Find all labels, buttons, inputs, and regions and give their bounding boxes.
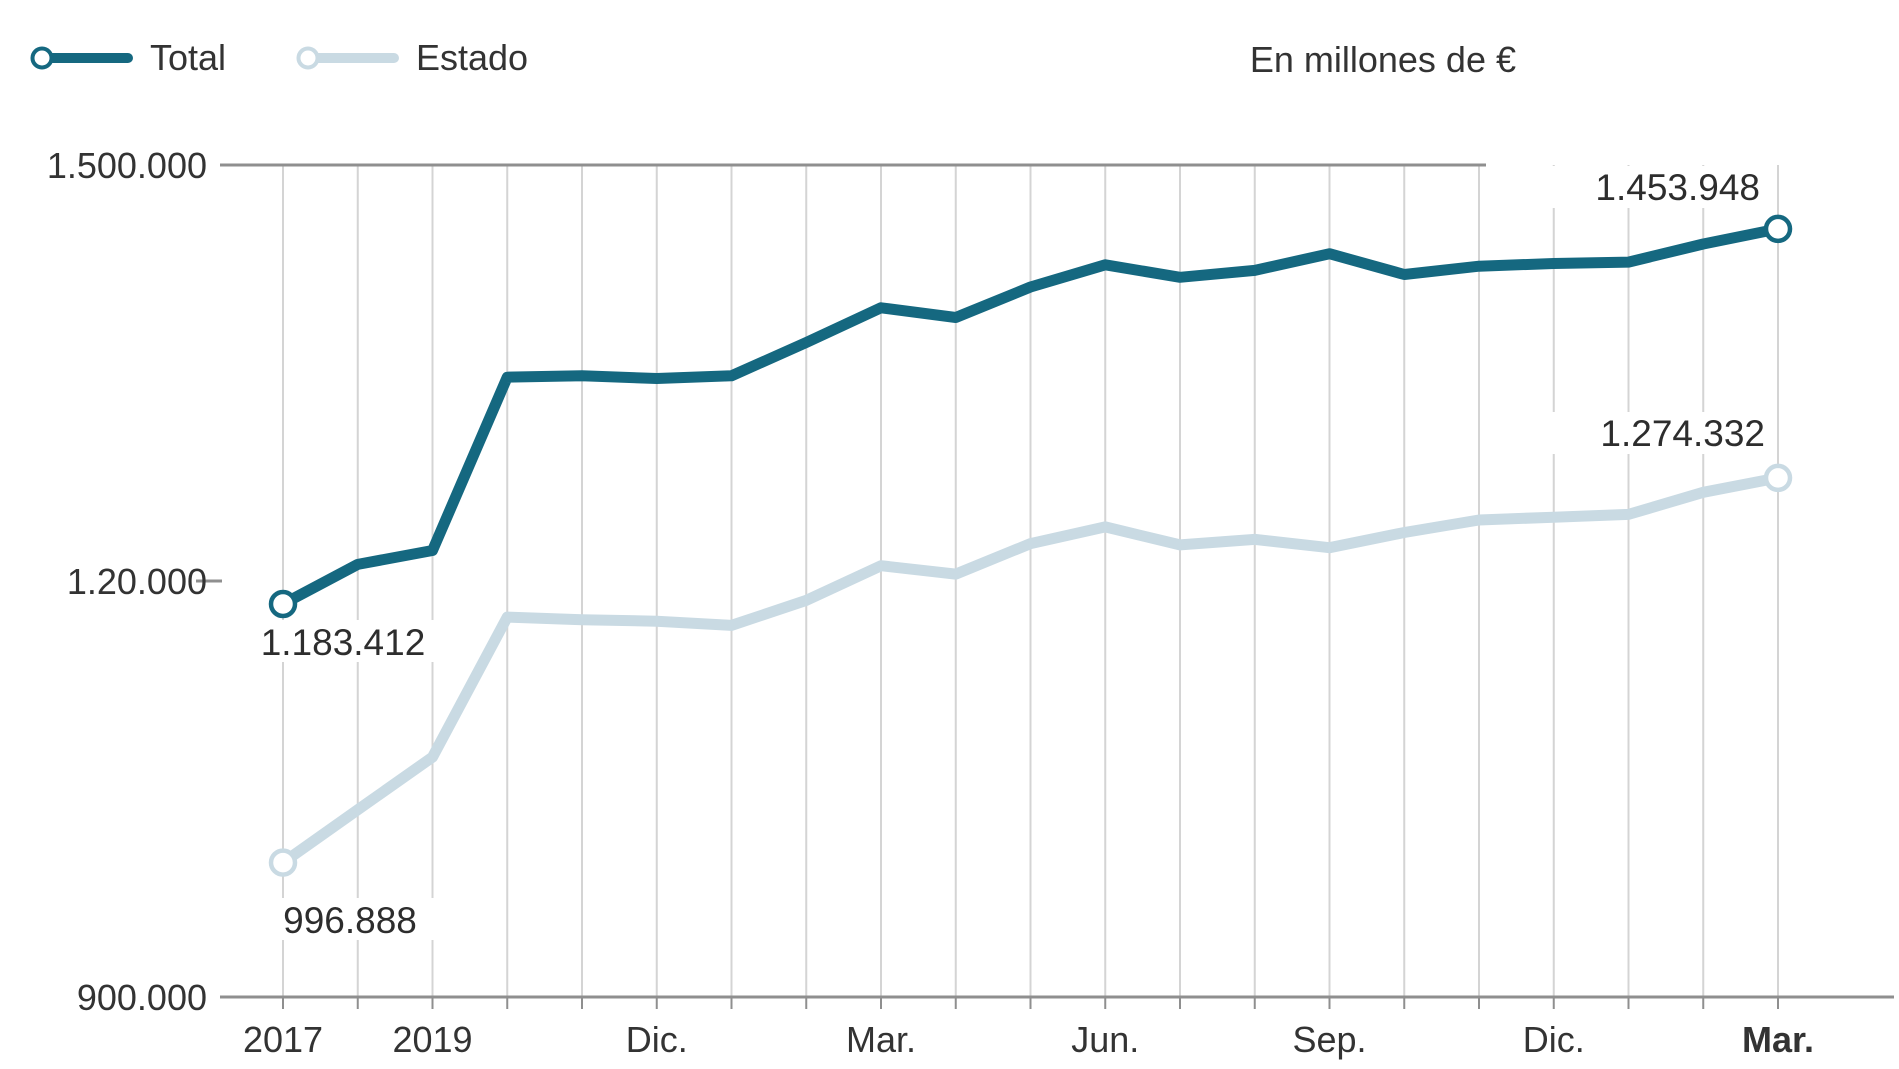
legend-label-estado: Estado bbox=[416, 37, 529, 78]
y-tick-label: 1.20.000 bbox=[67, 561, 207, 602]
total-series-line bbox=[277, 223, 1784, 610]
legend-item-total: Total bbox=[28, 40, 226, 76]
x-tick-label: 2019 bbox=[392, 1019, 472, 1060]
y-tick-label: 1.500.000 bbox=[47, 145, 207, 186]
estado-last-value-label: 1.274.332 bbox=[1600, 413, 1765, 454]
x-tick-label: Sep. bbox=[1292, 1019, 1366, 1060]
total-first-value-label: 1.183.412 bbox=[261, 622, 426, 663]
estado-first-point-marker bbox=[268, 848, 298, 877]
total-line-swatch-icon bbox=[30, 46, 133, 70]
unit-note: En millones de € bbox=[1249, 39, 1516, 80]
estado-series-line bbox=[277, 472, 1784, 869]
annotation-mask bbox=[238, 620, 450, 662]
estado-first-value-label: 996.888 bbox=[283, 900, 417, 941]
total-first-point-marker bbox=[268, 589, 298, 619]
x-tick-label: Dic. bbox=[626, 1019, 688, 1060]
annotation-mask bbox=[1546, 166, 1772, 208]
x-tick-label: Dic. bbox=[1523, 1019, 1585, 1060]
total-last-value-label: 1.453.948 bbox=[1595, 167, 1760, 208]
annotation-mask bbox=[252, 898, 448, 940]
x-tick-label: Mar. bbox=[846, 1019, 916, 1060]
estado-line-swatch-icon bbox=[296, 46, 399, 70]
annotation-mask bbox=[1550, 412, 1776, 454]
legend: Total Estado En millones de € bbox=[0, 0, 1899, 90]
y-tick-label: 900.000 bbox=[77, 977, 207, 1018]
legend-item-estado: Estado bbox=[294, 40, 528, 76]
x-tick-label: Mar. bbox=[1742, 1019, 1814, 1060]
estado-last-point-marker bbox=[1763, 463, 1793, 493]
x-tick-label: 2017 bbox=[243, 1019, 323, 1060]
x-tick-label: Jun. bbox=[1071, 1019, 1139, 1060]
total-last-point-marker bbox=[1763, 214, 1793, 244]
legend-label-total: Total bbox=[150, 37, 227, 78]
